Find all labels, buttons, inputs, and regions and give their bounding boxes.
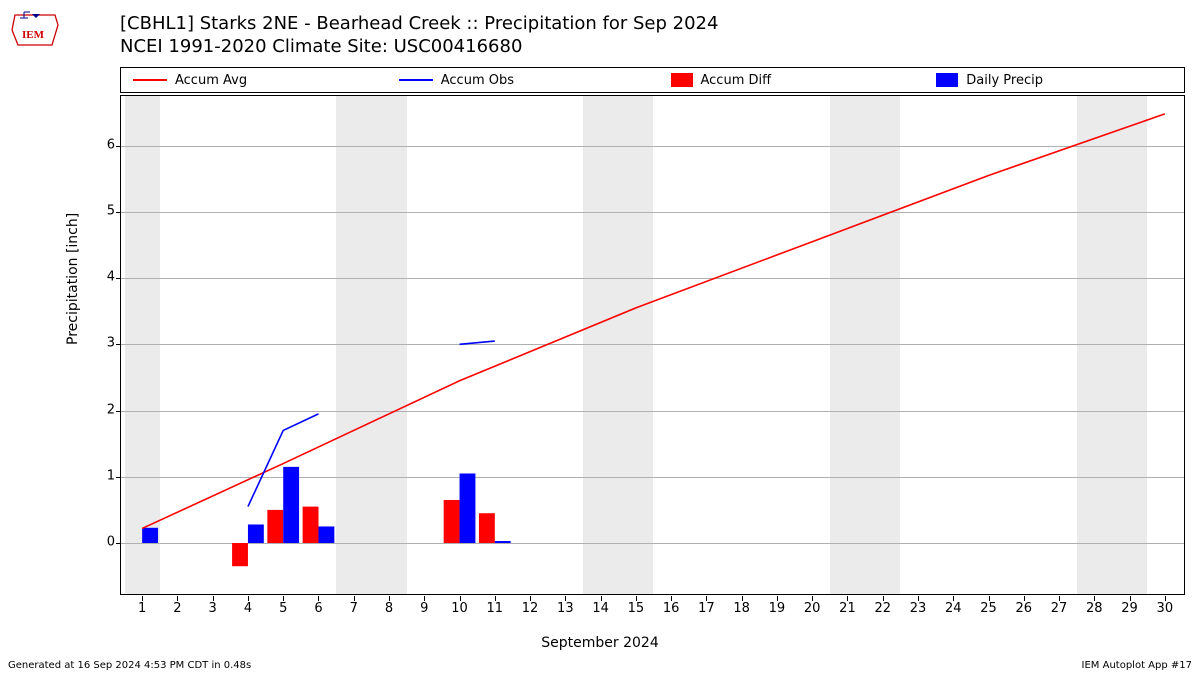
accum-diff-bar bbox=[444, 500, 460, 543]
y-tick-label: 2 bbox=[95, 402, 115, 417]
x-tick-label: 29 bbox=[1121, 601, 1138, 616]
y-tick-label: 6 bbox=[95, 137, 115, 152]
x-tick-label: 12 bbox=[522, 601, 539, 616]
x-tick-label: 3 bbox=[209, 601, 217, 616]
daily-precip-bar bbox=[248, 524, 264, 543]
daily-precip-bar bbox=[142, 528, 158, 543]
x-tick-label: 20 bbox=[804, 601, 821, 616]
x-tick-label: 9 bbox=[420, 601, 428, 616]
x-tick-label: 26 bbox=[1016, 601, 1033, 616]
x-tick-label: 2 bbox=[173, 601, 181, 616]
y-tick-label: 5 bbox=[95, 203, 115, 218]
x-tick-label: 28 bbox=[1086, 601, 1103, 616]
chart-title: [CBHL1] Starks 2NE - Bearhead Creek :: P… bbox=[120, 12, 718, 59]
x-tick-label: 8 bbox=[385, 601, 393, 616]
x-tick-label: 24 bbox=[945, 601, 962, 616]
x-tick-label: 25 bbox=[980, 601, 997, 616]
x-axis-label: September 2024 bbox=[541, 635, 658, 651]
legend-accum-diff: Accum Diff bbox=[653, 73, 919, 88]
x-tick-label: 23 bbox=[910, 601, 927, 616]
x-tick-label: 17 bbox=[698, 601, 715, 616]
y-tick-label: 0 bbox=[95, 535, 115, 550]
daily-precip-bar bbox=[318, 526, 334, 543]
accum-diff-bar bbox=[232, 543, 248, 566]
x-tick-label: 7 bbox=[350, 601, 358, 616]
x-tick-label: 10 bbox=[451, 601, 468, 616]
x-tick-label: 5 bbox=[279, 601, 287, 616]
y-tick-label: 1 bbox=[95, 468, 115, 483]
x-tick-label: 15 bbox=[628, 601, 645, 616]
y-tick-label: 4 bbox=[95, 270, 115, 285]
x-tick-label: 30 bbox=[1157, 601, 1174, 616]
daily-precip-bar bbox=[460, 473, 476, 543]
accum-diff-bar bbox=[479, 513, 495, 543]
legend-daily-precip: Daily Precip bbox=[918, 73, 1184, 88]
y-tick-label: 3 bbox=[95, 336, 115, 351]
x-tick-label: 1 bbox=[138, 601, 146, 616]
footer-app: IEM Autoplot App #17 bbox=[1082, 660, 1192, 671]
x-tick-label: 22 bbox=[874, 601, 891, 616]
legend-accum-avg: Accum Avg bbox=[121, 73, 387, 88]
y-axis-label: Precipitation [inch] bbox=[65, 213, 81, 345]
legend-accum-obs: Accum Obs bbox=[387, 73, 653, 88]
title-line-2: NCEI 1991-2020 Climate Site: USC00416680 bbox=[120, 35, 718, 58]
legend: Accum Avg Accum Obs Accum Diff Daily Pre… bbox=[120, 67, 1185, 93]
plot-area: 1234567891011121314151617181920212223242… bbox=[120, 95, 1185, 595]
x-tick-label: 14 bbox=[592, 601, 609, 616]
svg-text:IEM: IEM bbox=[22, 29, 45, 41]
x-tick-label: 18 bbox=[733, 601, 750, 616]
x-tick-label: 4 bbox=[244, 601, 252, 616]
x-tick-label: 27 bbox=[1051, 601, 1068, 616]
x-tick-label: 21 bbox=[839, 601, 856, 616]
title-line-1: [CBHL1] Starks 2NE - Bearhead Creek :: P… bbox=[120, 12, 718, 35]
accum-diff-bar bbox=[303, 507, 319, 543]
iem-logo-icon: IEM bbox=[10, 10, 60, 50]
x-tick-label: 16 bbox=[663, 601, 680, 616]
daily-precip-bar bbox=[495, 541, 511, 543]
x-tick-label: 19 bbox=[769, 601, 786, 616]
x-tick-label: 13 bbox=[557, 601, 574, 616]
x-tick-label: 11 bbox=[487, 601, 504, 616]
accum-obs-line bbox=[460, 341, 495, 344]
footer-generated: Generated at 16 Sep 2024 4:53 PM CDT in … bbox=[8, 660, 251, 671]
accum-avg-line bbox=[142, 114, 1165, 529]
x-tick-label: 6 bbox=[314, 601, 322, 616]
daily-precip-bar bbox=[283, 467, 299, 543]
plot-svg bbox=[121, 96, 1186, 596]
accum-diff-bar bbox=[267, 510, 283, 543]
